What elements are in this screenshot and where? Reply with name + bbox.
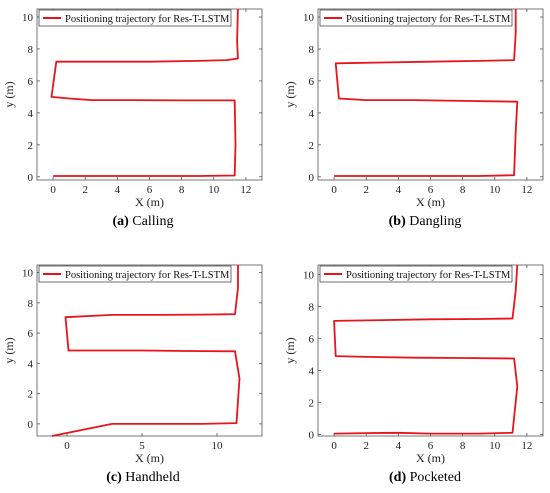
plot-frame [36, 264, 263, 437]
y-tick-label: 8 [309, 302, 315, 314]
x-tick-label: 8 [460, 184, 466, 196]
plot-frame [36, 8, 263, 181]
y-tick-label: 8 [28, 298, 34, 310]
caption-a: (a) Calling [43, 214, 243, 230]
caption-c-letter: (c) [106, 470, 122, 485]
x-axis-label: X (m) [135, 195, 164, 209]
plot-frame [317, 264, 544, 437]
x-tick-label: 0 [64, 440, 70, 452]
caption-b-text: Dangling [409, 214, 462, 229]
y-tick-label: 4 [28, 358, 34, 370]
series-line-1 [50, 8, 239, 177]
y-tick-label: 10 [22, 268, 34, 280]
legend-label: Positioning trajectory for Res-T-LSTM [65, 270, 230, 281]
legend-label: Positioning trajectory for Res-T-LSTM [346, 14, 511, 25]
y-tick-label: 10 [22, 12, 34, 24]
caption-d-letter: (d) [389, 470, 407, 485]
x-tick-label: 12 [521, 440, 532, 452]
legend-box [319, 265, 513, 283]
x-tick-label: 8 [460, 440, 466, 452]
legend-box [319, 9, 513, 27]
series-line-1 [333, 264, 519, 435]
x-tick-label: 10 [489, 440, 501, 452]
x-tick-label: 10 [208, 184, 220, 196]
caption-c: (c) Handheld [43, 470, 243, 486]
caption-b-letter: (b) [388, 214, 406, 229]
chart-1: 0 2 4 6 8 10 12 0 2 4 6 8 10 X (m) y (m) Positioning tr… [2, 8, 263, 209]
y-axis-label: y (m) [2, 81, 16, 107]
y-tick-label: 2 [28, 389, 34, 401]
x-tick-label: 0 [50, 184, 56, 196]
y-axis-label: y (m) [283, 81, 297, 107]
y-tick-label: 6 [28, 328, 34, 340]
y-tick-label: 10 [303, 270, 315, 282]
caption-d-text: Pocketed [409, 470, 461, 485]
y-tick-label: 0 [309, 429, 315, 441]
y-tick-label: 2 [28, 140, 34, 152]
y-tick-label: 0 [28, 419, 34, 431]
x-tick-label: 2 [363, 184, 369, 196]
y-tick-label: 0 [28, 172, 34, 184]
y-tick-label: 2 [309, 140, 315, 152]
x-tick-label: 4 [396, 440, 402, 452]
chart-2: 0 2 4 6 8 10 12 0 2 4 6 8 10 X (m) y (m) Positioning tr… [283, 8, 544, 209]
y-tick-label: 4 [28, 108, 34, 120]
x-tick-label: 0 [331, 184, 337, 196]
y-tick-label: 6 [309, 334, 315, 346]
x-axis-label: X (m) [416, 195, 445, 209]
x-tick-label: 4 [115, 184, 121, 196]
caption-a-letter: (a) [112, 214, 129, 229]
x-tick-label: 12 [240, 184, 251, 196]
chart-4: 0 2 4 6 8 10 12 0 2 4 6 8 10 X (m) y (m) Positioning tr… [283, 264, 544, 465]
y-tick-label: 6 [28, 76, 34, 88]
caption-d: (d) Pocketed [325, 470, 525, 486]
legend-box [38, 9, 232, 27]
caption-c-text: Handheld [125, 470, 180, 485]
legend-box [38, 265, 232, 283]
x-tick-label: 2 [363, 440, 369, 452]
y-tick-label: 4 [309, 108, 315, 120]
x-tick-label: 5 [139, 440, 145, 452]
chart-3: 0 5 10 0 2 4 6 8 10 X (m) y (m) Positioning traject… [2, 264, 263, 465]
y-tick-label: 8 [28, 44, 34, 56]
x-tick-label: 6 [428, 184, 434, 196]
legend-label: Positioning trajectory for Res-T-LSTM [65, 14, 230, 25]
caption-a-text: Calling [132, 214, 174, 229]
y-tick-label: 6 [309, 76, 315, 88]
y-tick-label: 8 [309, 44, 315, 56]
x-axis-label: X (m) [135, 451, 164, 465]
legend-label: Positioning trajectory for Res-T-LSTM [346, 270, 511, 281]
x-tick-label: 12 [521, 184, 532, 196]
caption-b: (b) Dangling [325, 214, 525, 230]
plot-frame [317, 8, 544, 181]
x-tick-label: 10 [212, 440, 224, 452]
x-tick-label: 6 [147, 184, 153, 196]
series-line-1 [51, 265, 241, 437]
series-line-1 [334, 9, 519, 177]
x-tick-label: 10 [489, 184, 501, 196]
y-tick-label: 0 [309, 172, 315, 184]
y-axis-label: y (m) [2, 337, 16, 363]
x-tick-label: 6 [428, 440, 434, 452]
y-tick-label: 10 [303, 12, 315, 24]
y-axis-label: y (m) [283, 337, 297, 363]
y-tick-label: 2 [309, 397, 315, 409]
y-tick-label: 4 [309, 365, 315, 377]
x-tick-label: 4 [396, 184, 402, 196]
x-axis-label: X (m) [416, 451, 445, 465]
x-tick-label: 2 [82, 184, 88, 196]
x-tick-label: 0 [331, 440, 337, 452]
x-tick-label: 8 [179, 184, 185, 196]
